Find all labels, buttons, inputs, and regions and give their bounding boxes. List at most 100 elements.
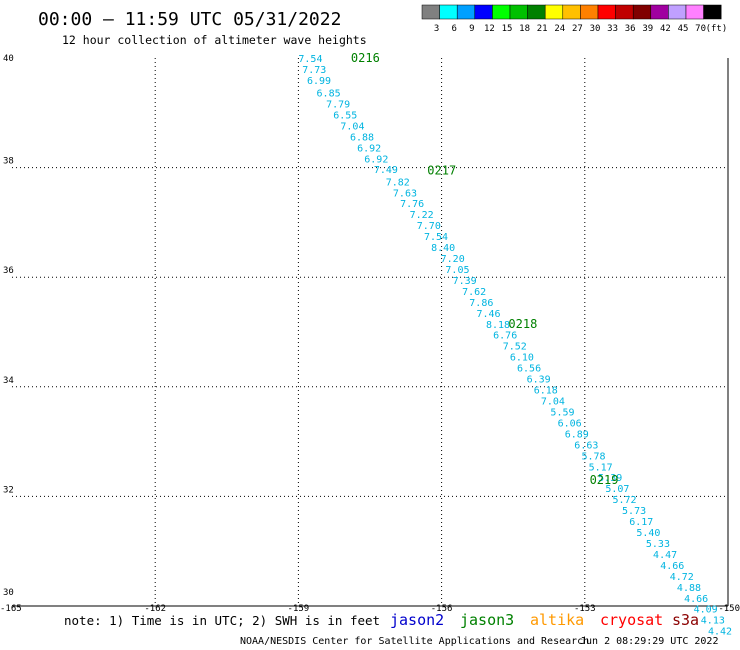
legend-swatch (615, 4, 634, 20)
color-legend: 3 6 9 12 15 18 21 24 27 30 33 36 39 42 45 70 (ft) (421, 4, 727, 34)
x-tick-label: -162 (144, 604, 166, 614)
swh-observation-label: 7.54 (298, 54, 322, 65)
swh-observation-label: 4.13 (701, 616, 725, 627)
legend-swatch (421, 4, 440, 20)
legend-swatch (650, 4, 669, 20)
legend-swatch (492, 4, 511, 20)
swh-observation-label: 5.33 (646, 539, 670, 550)
swh-observation-label: 7.04 (541, 397, 565, 408)
legend-swatch (703, 4, 722, 20)
satellite-cryosat-label: cryosat (600, 611, 663, 629)
y-tick-label: 34 (3, 376, 14, 386)
swh-observation-label: 7.46 (476, 309, 500, 320)
satellite-legend: jason2 jason3 altika cryosat s3a (390, 611, 699, 629)
swh-observation-label: 6.39 (527, 375, 551, 386)
legend-label: 15 (502, 24, 513, 34)
legend-swatch (632, 4, 652, 20)
legend-swatch (527, 4, 546, 20)
swh-observation-label: 4.66 (684, 594, 708, 605)
y-axis-ticks: 40 38 36 34 32 30 (3, 54, 14, 598)
legend-swatch (562, 4, 581, 20)
grid-lines (12, 58, 728, 606)
swh-observation-label: 4.42 (708, 627, 732, 638)
legend-label: 18 (519, 24, 530, 34)
swh-observation-label: 7.70 (417, 221, 441, 232)
legend-swatch (685, 4, 704, 20)
x-tick-label: -156 (431, 604, 453, 614)
swh-observation-label: 5.78 (581, 451, 605, 462)
swh-observation-label: 8.18 (486, 320, 510, 331)
legend-swatch (668, 4, 687, 20)
swh-observation-label: 6.06 (558, 418, 582, 429)
swh-observation-label: 7.54 (424, 232, 448, 243)
swh-observation-label: 5.73 (622, 506, 646, 517)
swh-observation-label: 6.92 (357, 143, 381, 154)
swh-observation-label: 6.17 (629, 517, 653, 528)
swh-observation-label: 7.76 (400, 199, 424, 210)
y-tick-label: 40 (3, 54, 14, 64)
legend-swatch (580, 4, 599, 20)
y-tick-label: 32 (3, 485, 14, 495)
legend-swatch (439, 4, 458, 20)
swh-observation-label: 7.82 (386, 177, 410, 188)
x-tick-label: -165 (0, 604, 22, 614)
satellite-jason3-label: jason3 (460, 611, 514, 629)
legend-label: 21 (537, 24, 548, 34)
swh-observation-label: 7.63 (393, 188, 417, 199)
legend-label: 42 (660, 24, 671, 34)
plot-area (12, 58, 729, 607)
y-tick-label: 38 (3, 157, 14, 167)
chart-subtitle: 12 hour collection of altimeter wave hei… (62, 33, 367, 47)
legend-swatch (544, 4, 564, 20)
legend-swatch (456, 4, 476, 20)
swh-observation-label: 6.63 (574, 440, 598, 451)
swh-observation-label: 5.59 (550, 407, 574, 418)
legend-swatch (597, 4, 616, 20)
legend-label: 70 (695, 24, 706, 34)
pass-time-label: 0216 (351, 51, 380, 65)
x-tick-label: -159 (288, 604, 310, 614)
swh-observation-label: 6.89 (565, 429, 589, 440)
x-tick-label: -153 (574, 604, 596, 614)
swh-observation-label: 4.09 (694, 605, 718, 616)
legend-label: 9 (469, 24, 474, 34)
x-tick-label: -150 (718, 604, 740, 614)
legend-label: 12 (484, 24, 495, 34)
pass-time-label: 0218 (508, 317, 537, 331)
y-tick-label: 30 (3, 588, 14, 598)
swh-observation-label: 6.76 (493, 331, 517, 342)
swh-observation-label: 7.22 (410, 210, 434, 221)
swh-observation-label: 4.72 (670, 572, 694, 583)
swh-observation-label: 6.88 (350, 132, 374, 143)
swh-observation-label: 5.72 (612, 495, 636, 506)
footer-timestamp: Jun 2 08:29:29 UTC 2022 (580, 636, 718, 647)
swh-observation-label: 5.07 (605, 484, 629, 495)
swh-observation-label: 7.49 (374, 165, 398, 176)
swh-observation-label: 7.52 (503, 342, 527, 353)
observation-labels: 7.547.736.996.857.796.557.046.886.926.92… (298, 54, 732, 638)
swh-observation-label: 7.79 (326, 99, 350, 110)
swh-observation-label: 6.10 (510, 353, 534, 364)
footer-credit: NOAA/NESDIS Center for Satellite Applica… (240, 636, 589, 647)
swh-observation-label: 6.55 (333, 110, 357, 121)
legend-swatch (474, 4, 493, 20)
swh-observation-label: 5.40 (636, 528, 660, 539)
swh-observation-label: 4.66 (660, 561, 684, 572)
legend-label: 6 (451, 24, 456, 34)
footer-note: note: 1) Time is in UTC; 2) SWH is in fe… (64, 613, 380, 628)
swh-observation-label: 5.39 (598, 473, 622, 484)
swh-observation-label: 8.40 (431, 243, 455, 254)
chart-title: 00:00 – 11:59 UTC 05/31/2022 (38, 9, 341, 30)
swh-observation-label: 7.20 (441, 254, 465, 265)
x-axis-ticks: -165 -162 -159 -156 -153 -150 (0, 604, 740, 614)
legend-swatch (509, 4, 528, 20)
swh-observation-label: 7.86 (469, 298, 493, 309)
legend-label: 39 (642, 24, 653, 34)
swh-observation-label: 7.04 (340, 121, 364, 132)
legend-label: 24 (554, 24, 565, 34)
swh-observation-label: 6.18 (534, 386, 558, 397)
swh-observation-label: 7.62 (462, 287, 486, 298)
swh-observation-label: 6.92 (364, 154, 388, 165)
swh-observation-label: 7.39 (453, 276, 477, 287)
